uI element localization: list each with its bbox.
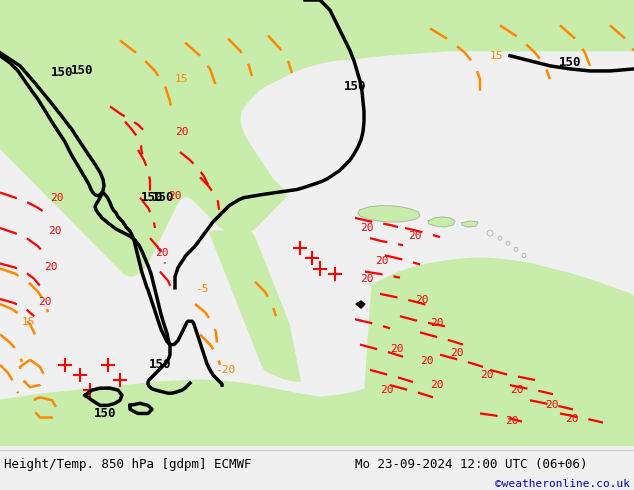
Text: 20: 20 — [44, 262, 58, 271]
Text: 20: 20 — [360, 274, 373, 284]
Text: ©weatheronline.co.uk: ©weatheronline.co.uk — [495, 479, 630, 489]
Text: 20: 20 — [430, 380, 444, 390]
Text: 150: 150 — [152, 191, 174, 204]
Text: 150: 150 — [141, 191, 163, 204]
Text: 20: 20 — [545, 400, 559, 410]
Text: 150: 150 — [559, 56, 581, 69]
Text: 150: 150 — [94, 407, 116, 420]
Text: 20: 20 — [450, 348, 463, 358]
Text: 150: 150 — [71, 65, 93, 77]
Text: 20: 20 — [505, 416, 519, 425]
Text: 20: 20 — [430, 318, 444, 328]
Text: 20: 20 — [565, 414, 578, 423]
Text: 20: 20 — [175, 127, 188, 137]
Text: 20: 20 — [38, 297, 51, 307]
Text: Height/Temp. 850 hPa [gdpm] ECMWF: Height/Temp. 850 hPa [gdpm] ECMWF — [4, 459, 252, 471]
Text: Mo 23-09-2024 12:00 UTC (06+06): Mo 23-09-2024 12:00 UTC (06+06) — [355, 459, 588, 471]
Text: 20: 20 — [380, 385, 394, 395]
Polygon shape — [428, 217, 455, 227]
Text: 15: 15 — [22, 317, 36, 327]
Polygon shape — [210, 231, 300, 381]
Text: 20: 20 — [408, 231, 422, 241]
Text: 20: 20 — [155, 248, 169, 258]
Polygon shape — [356, 301, 365, 308]
Text: 20: 20 — [480, 370, 493, 380]
Text: 20: 20 — [360, 223, 373, 233]
Polygon shape — [462, 221, 478, 227]
Text: 20: 20 — [48, 226, 61, 236]
Text: -20: -20 — [215, 365, 235, 375]
Polygon shape — [358, 206, 420, 222]
Text: 15: 15 — [490, 51, 503, 61]
Text: 20: 20 — [375, 256, 389, 267]
Text: 20: 20 — [50, 193, 63, 202]
Polygon shape — [0, 0, 634, 276]
Text: 20: 20 — [415, 295, 429, 305]
Text: 150: 150 — [51, 67, 74, 79]
Text: 20: 20 — [420, 356, 434, 366]
Text: 150: 150 — [149, 358, 171, 371]
Text: 20: 20 — [390, 343, 403, 354]
Polygon shape — [0, 258, 634, 446]
Text: 20: 20 — [168, 191, 181, 200]
Text: 15: 15 — [175, 74, 188, 84]
Text: 20: 20 — [510, 385, 524, 395]
Text: -5: -5 — [195, 284, 209, 294]
Text: 150: 150 — [344, 80, 366, 93]
